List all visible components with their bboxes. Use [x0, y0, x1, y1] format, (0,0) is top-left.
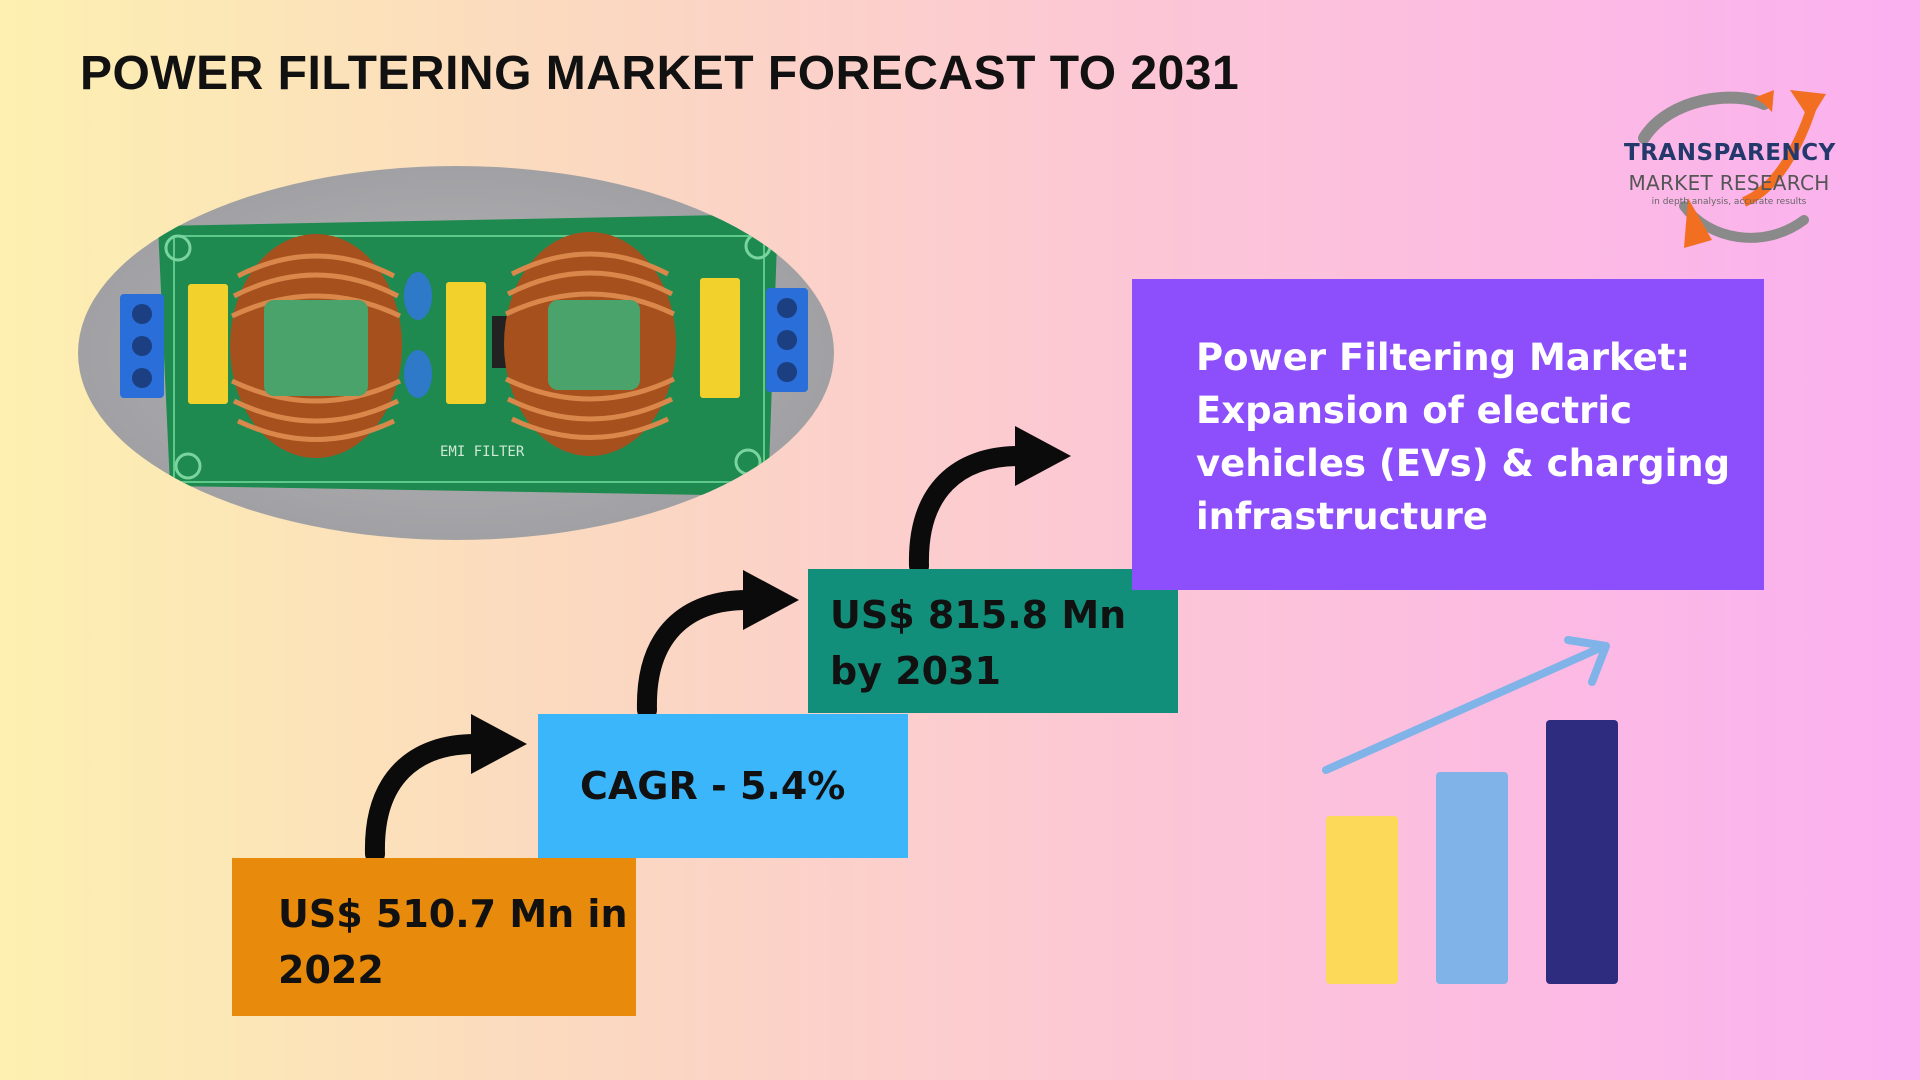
step-2031-line-1: US$ 815.8 Mn — [830, 593, 1127, 637]
step-2022-line-2: 2022 — [278, 948, 384, 992]
bar-icon — [1546, 720, 1618, 984]
step-cagr: CAGR - 5.4% — [538, 714, 908, 858]
curved-arrow-icon — [364, 714, 527, 858]
emi-filter-photo: EMI FILTER — [78, 166, 834, 540]
curved-arrow-icon — [908, 426, 1071, 570]
bar-icon — [1436, 772, 1508, 984]
bar-icon — [1326, 816, 1398, 984]
trend-arrow-icon — [1322, 644, 1604, 774]
step-2022-line-1: US$ 510.7 Mn in — [278, 892, 628, 936]
callout-line-3: vehicles (EVs) & charging — [1196, 442, 1731, 485]
market-driver-callout: Power Filtering Market: Expansion of ele… — [1132, 279, 1764, 590]
logo-arc-icon — [1638, 90, 1826, 248]
step-2031-value: US$ 815.8 Mn by 2031 — [808, 569, 1178, 713]
logo-line-1: TRANSPARENCY — [1624, 140, 1836, 166]
callout-line-4: infrastructure — [1196, 495, 1488, 538]
board-label: EMI FILTER — [440, 444, 525, 460]
step-cagr-text: CAGR - 5.4% — [580, 764, 846, 808]
curved-arrow-icon — [636, 570, 799, 714]
callout-line-1: Power Filtering Market: — [1196, 336, 1691, 379]
step-2022-value: US$ 510.7 Mn in 2022 — [232, 858, 636, 1016]
step-2031-line-2: by 2031 — [830, 649, 1001, 693]
brand-logo: TRANSPARENCY MARKET RESEARCH in depth an… — [1614, 90, 1844, 250]
logo-tagline: in depth analysis, accurate results — [1651, 197, 1807, 207]
growth-bar-chart-icon — [1322, 636, 1618, 984]
page-title: POWER FILTERING MARKET FORECAST TO 2031 — [80, 47, 1240, 100]
callout-line-2: Expansion of electric — [1196, 389, 1633, 432]
logo-line-2: MARKET RESEARCH — [1628, 171, 1830, 195]
